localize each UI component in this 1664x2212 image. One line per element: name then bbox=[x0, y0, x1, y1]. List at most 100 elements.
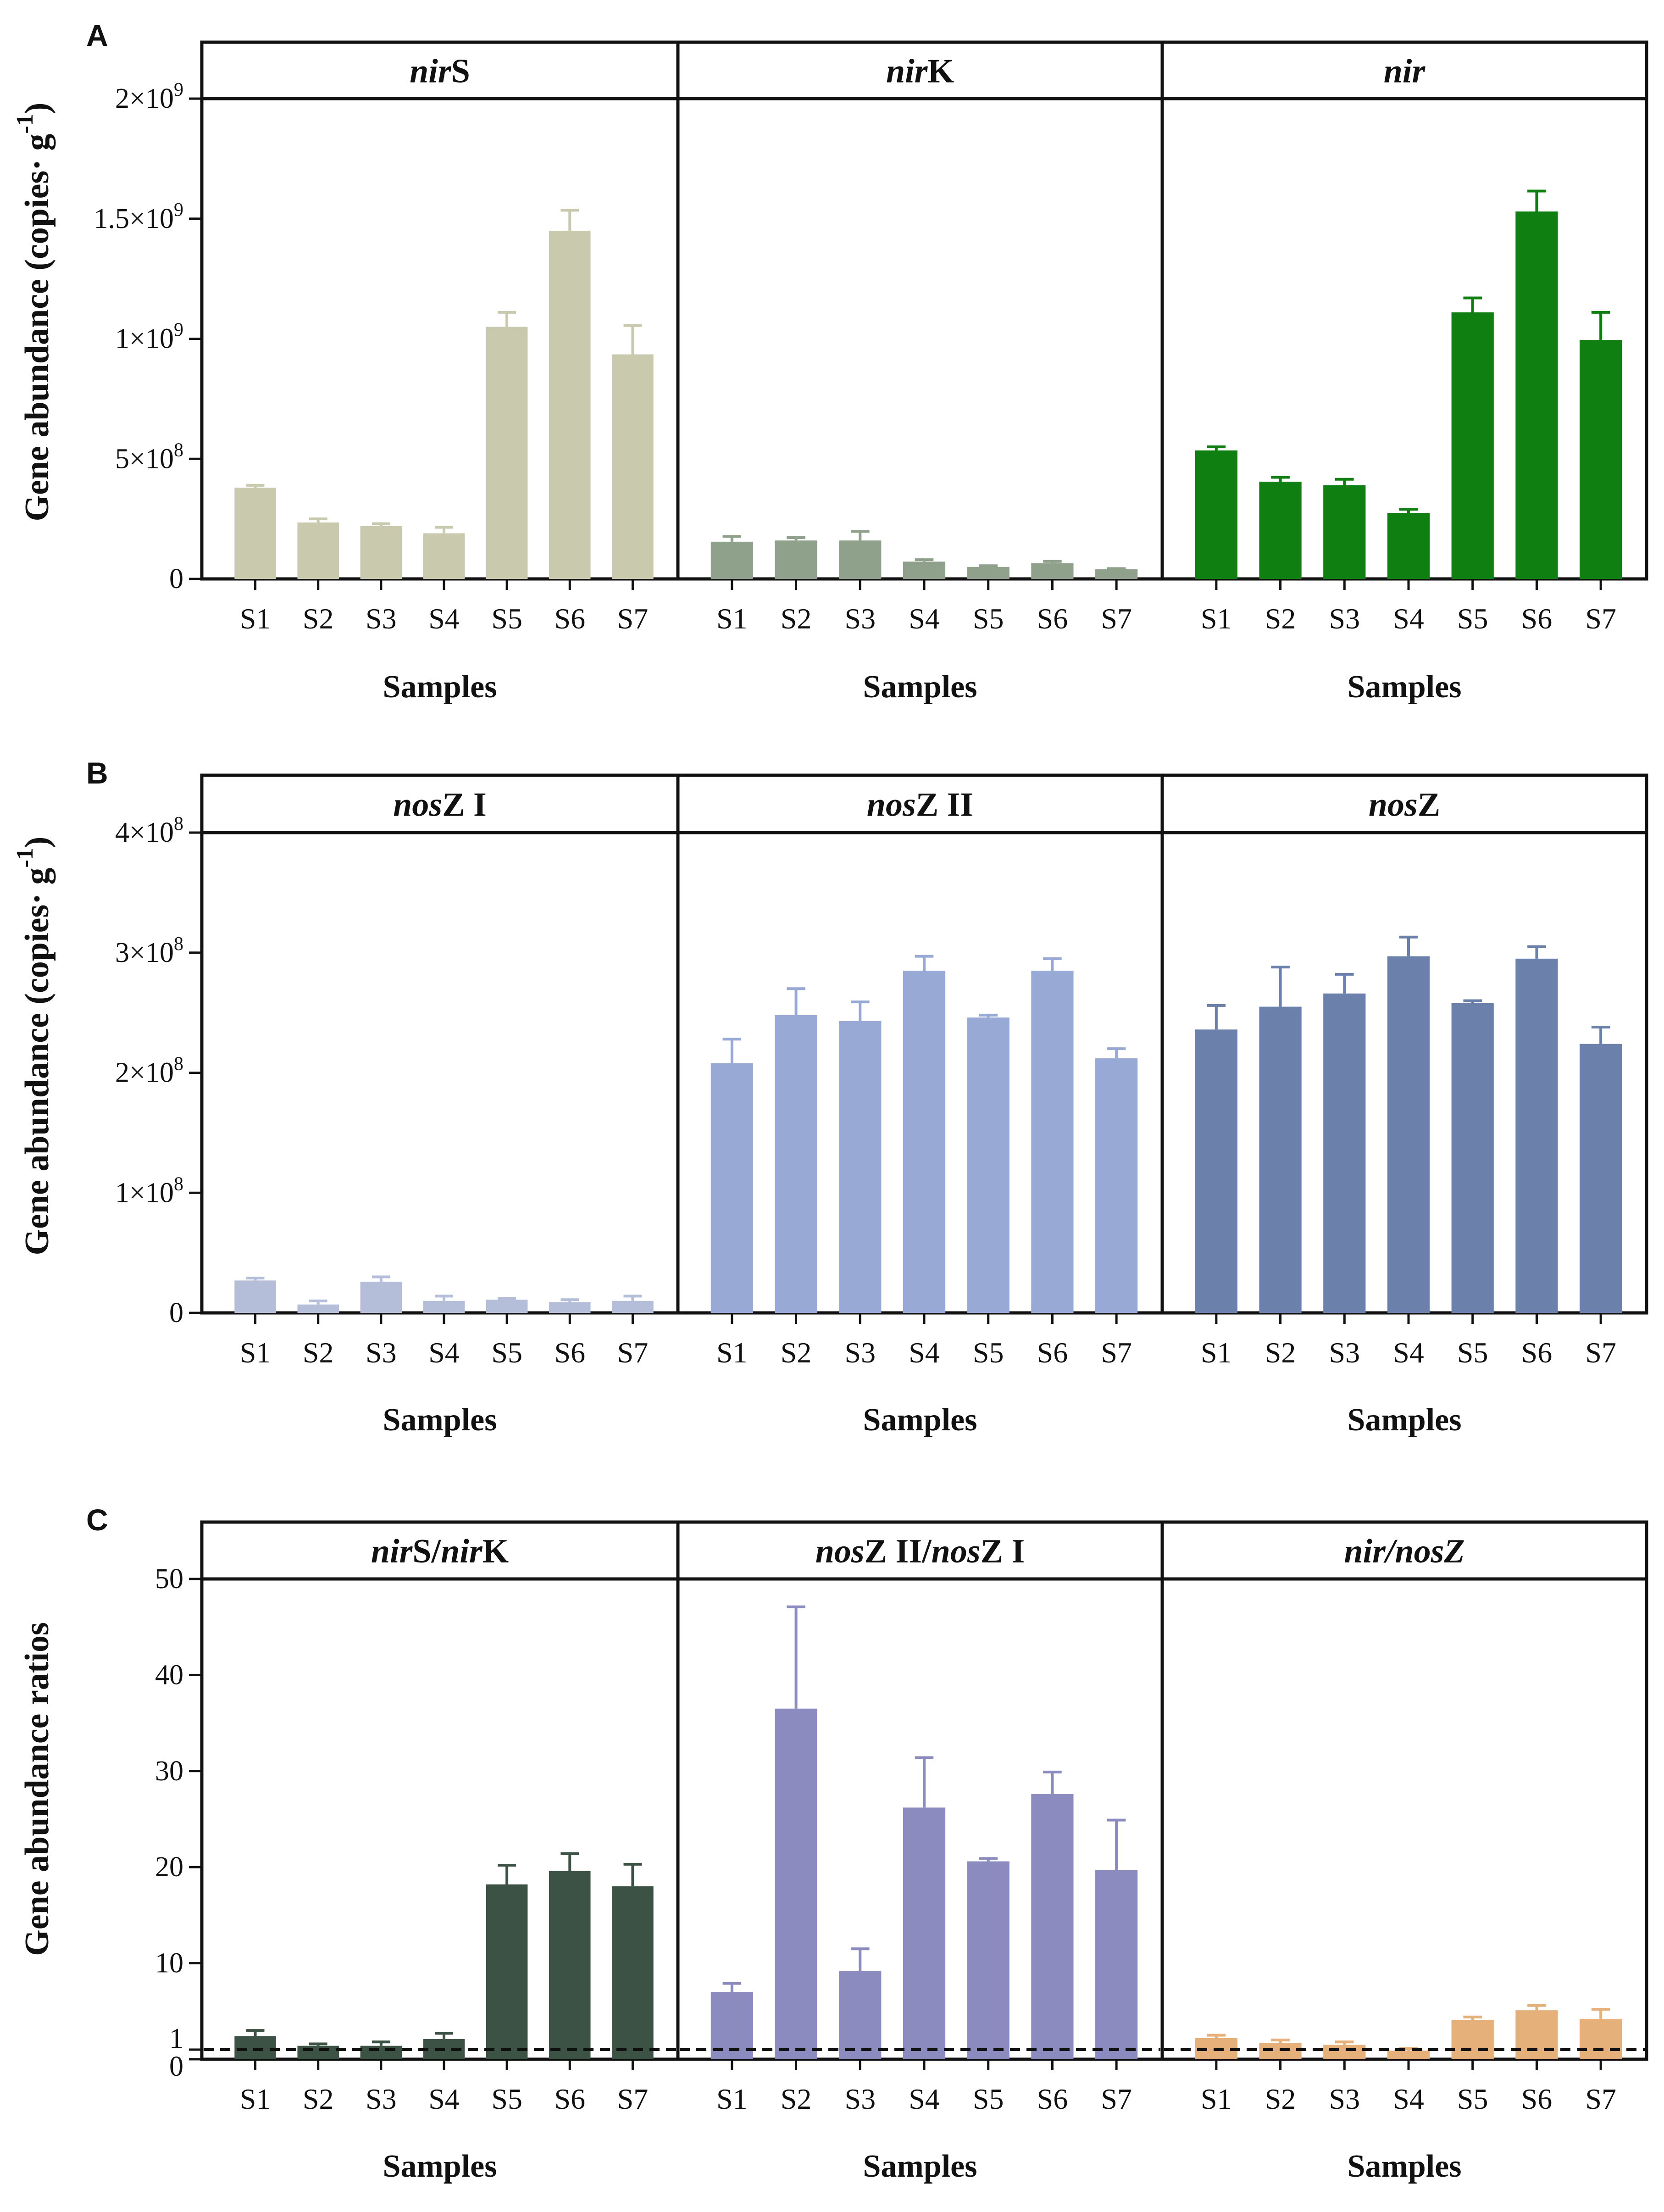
bar bbox=[710, 541, 753, 579]
x-tick-label: S6 bbox=[554, 1336, 585, 1369]
y-tick-base: 20 bbox=[155, 1851, 183, 1883]
bar bbox=[1323, 2045, 1366, 2059]
bar bbox=[1515, 211, 1558, 579]
x-tick-label: S3 bbox=[1329, 602, 1360, 635]
strip-label-plain: Z II bbox=[916, 786, 973, 824]
x-tick-label: S5 bbox=[973, 602, 1004, 635]
x-tick-label: S1 bbox=[240, 1336, 271, 1369]
y-tick-exponent: 8 bbox=[174, 934, 183, 955]
bar bbox=[967, 567, 1009, 579]
y-tick-base: 1×10 bbox=[115, 1177, 174, 1208]
strip-label-italic: nir bbox=[1384, 53, 1426, 90]
strip-header bbox=[1160, 773, 1648, 834]
x-tick-label: S6 bbox=[554, 2083, 585, 2115]
y-tick-label: 1×109 bbox=[115, 320, 183, 355]
bar bbox=[297, 1304, 339, 1313]
x-axis-label: Samples bbox=[863, 669, 977, 705]
x-tick-label: S6 bbox=[554, 602, 585, 635]
y-axis-label: Gene abundance ratios bbox=[18, 1622, 56, 1956]
y-tick-label: 5×108 bbox=[115, 439, 183, 474]
y-tick-label: 0 bbox=[169, 2051, 183, 2082]
x-tick-label: S2 bbox=[303, 2083, 334, 2115]
strip-label: nosZ I bbox=[393, 786, 487, 824]
x-tick-label: S5 bbox=[491, 602, 522, 635]
strip-header bbox=[200, 1520, 680, 1581]
x-tick-label: S7 bbox=[1585, 1336, 1616, 1369]
strip-label-part: S/ bbox=[412, 1533, 441, 1570]
y-tick-label: 0 bbox=[169, 1297, 183, 1328]
x-tick-label: S4 bbox=[428, 602, 460, 635]
x-tick-label: S5 bbox=[1457, 1336, 1488, 1369]
panel-letter: B bbox=[86, 756, 108, 790]
x-tick-label: S7 bbox=[1101, 1336, 1132, 1369]
y-axis-label-main: Gene abundance ratios bbox=[18, 1622, 56, 1956]
strip-label: nir/nosZ bbox=[1344, 1533, 1464, 1570]
y-tick-base: 3×10 bbox=[115, 937, 174, 968]
x-tick-label: S6 bbox=[1037, 1336, 1068, 1369]
bar bbox=[612, 1301, 654, 1313]
x-axis-label: Samples bbox=[863, 1402, 977, 1438]
y-tick-label: 50 bbox=[155, 1563, 183, 1595]
x-tick-label: S7 bbox=[617, 602, 649, 635]
x-axis-label: Samples bbox=[1348, 2149, 1462, 2184]
bar bbox=[1031, 563, 1074, 579]
bar bbox=[360, 1281, 402, 1313]
strip-label-part: Z II/ bbox=[865, 1533, 932, 1570]
strip-header bbox=[1160, 1520, 1648, 1581]
x-tick-label: S4 bbox=[1393, 602, 1424, 635]
strip-label-italic: nos bbox=[393, 786, 442, 824]
bar bbox=[839, 1021, 882, 1313]
strip-label: nirK bbox=[886, 53, 954, 90]
bar bbox=[234, 488, 276, 579]
x-tick-label: S5 bbox=[491, 1336, 522, 1369]
bar bbox=[1095, 1058, 1138, 1313]
x-axis-label: Samples bbox=[1348, 1402, 1462, 1438]
bar bbox=[1580, 340, 1622, 579]
x-tick-label: S2 bbox=[781, 602, 812, 635]
x-tick-label: S3 bbox=[844, 2083, 876, 2115]
x-tick-label: S6 bbox=[1521, 2083, 1553, 2115]
x-tick-label: S4 bbox=[909, 2083, 940, 2115]
y-tick-label: 2×108 bbox=[115, 1054, 183, 1089]
y-axis-label-close: ) bbox=[18, 103, 56, 114]
bar bbox=[903, 971, 946, 1313]
bar bbox=[360, 526, 402, 579]
x-tick-label: S1 bbox=[1201, 2083, 1232, 2115]
x-tick-label: S2 bbox=[303, 602, 334, 635]
y-tick-base: 10 bbox=[155, 1948, 183, 1979]
y-tick-base: 5×10 bbox=[115, 443, 174, 474]
bar bbox=[360, 2045, 402, 2059]
bar bbox=[1387, 956, 1430, 1313]
bar bbox=[903, 561, 946, 579]
bar bbox=[612, 1886, 654, 2059]
y-tick-base: 50 bbox=[155, 1563, 183, 1595]
x-tick-label: S5 bbox=[1457, 2083, 1488, 2115]
y-tick-label: 1×108 bbox=[115, 1173, 183, 1208]
bar bbox=[710, 1992, 753, 2059]
strip-header bbox=[676, 40, 1164, 100]
y-tick-base: 0 bbox=[169, 2051, 183, 2082]
bar bbox=[423, 1301, 465, 1313]
x-axis-label: Samples bbox=[383, 1402, 497, 1438]
x-axis-label: Samples bbox=[863, 2149, 977, 2184]
x-tick-label: S1 bbox=[240, 602, 271, 635]
y-tick-exponent: 8 bbox=[174, 439, 183, 461]
bar bbox=[1095, 569, 1138, 579]
x-tick-label: S6 bbox=[1521, 602, 1553, 635]
y-tick-base: 40 bbox=[155, 1659, 183, 1690]
y-tick-exponent: 8 bbox=[174, 1054, 183, 1075]
x-tick-label: S2 bbox=[303, 1336, 334, 1369]
y-tick-label: 30 bbox=[155, 1756, 183, 1787]
bar bbox=[967, 1861, 1009, 2059]
x-tick-label: S5 bbox=[1457, 602, 1488, 635]
x-tick-label: S4 bbox=[1393, 2083, 1424, 2115]
bar bbox=[549, 1871, 591, 2059]
strip-label: nirS/nirK bbox=[371, 1533, 509, 1570]
panel-letter: A bbox=[86, 18, 108, 52]
bar bbox=[1515, 958, 1558, 1313]
x-tick-label: S3 bbox=[366, 602, 397, 635]
bar bbox=[967, 1017, 1009, 1313]
x-tick-label: S7 bbox=[617, 2083, 649, 2115]
strip-label: nirS bbox=[410, 53, 470, 90]
